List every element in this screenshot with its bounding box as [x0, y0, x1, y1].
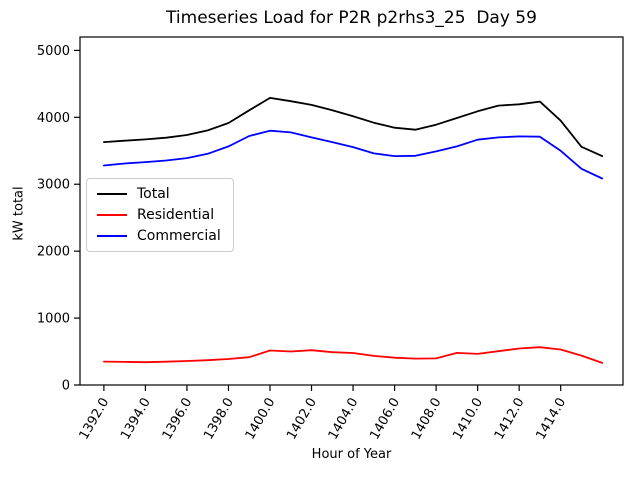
- x-tick-label: 1398.0: [201, 396, 237, 443]
- y-tick-label: 1000: [37, 312, 70, 327]
- legend-label: Total: [137, 186, 170, 202]
- y-tick-label: 0: [62, 379, 70, 394]
- x-tick-label: 1392.0: [77, 396, 113, 443]
- x-tick-label: 1404.0: [326, 396, 362, 443]
- y-tick-label: 2000: [37, 245, 70, 260]
- x-tick-label: 1410.0: [450, 395, 486, 442]
- legend-item-commercial: Commercial: [97, 228, 221, 244]
- legend-item-total: Total: [97, 186, 221, 202]
- x-tick-label: 1402.0: [284, 396, 320, 443]
- legend-line-swatch: [97, 214, 127, 216]
- x-axis-label: Hour of Year: [311, 447, 392, 462]
- x-tick-label: 1394.0: [118, 396, 154, 443]
- legend: Total Residential Commercial: [86, 178, 234, 252]
- series-line-total: [103, 97, 604, 158]
- y-axis-label: kW total: [11, 186, 27, 241]
- x-tick-label: 1412.0: [492, 396, 528, 443]
- x-tick-label: 1414.0: [533, 396, 569, 443]
- axes-frame: [79, 36, 624, 386]
- y-tick-label: 4000: [37, 111, 70, 126]
- chart-title: Timeseries Load for P2R p2rhs3_25 Day 59: [166, 8, 537, 28]
- series-line-residential: [103, 346, 604, 364]
- series-line-commercial: [103, 129, 604, 180]
- legend-item-residential: Residential: [97, 207, 221, 223]
- x-tick-label: 1406.0: [367, 396, 403, 443]
- legend-label: Residential: [137, 207, 215, 223]
- y-tick-label: 5000: [37, 44, 70, 59]
- legend-line-swatch: [97, 235, 127, 237]
- y-tick-label: 3000: [37, 178, 70, 193]
- x-tick-label: 1396.0: [160, 396, 196, 443]
- legend-line-swatch: [97, 193, 127, 195]
- x-tick-label: 1400.0: [243, 396, 279, 443]
- legend-label: Commercial: [137, 228, 221, 244]
- x-tick-label: 1408.0: [409, 396, 445, 443]
